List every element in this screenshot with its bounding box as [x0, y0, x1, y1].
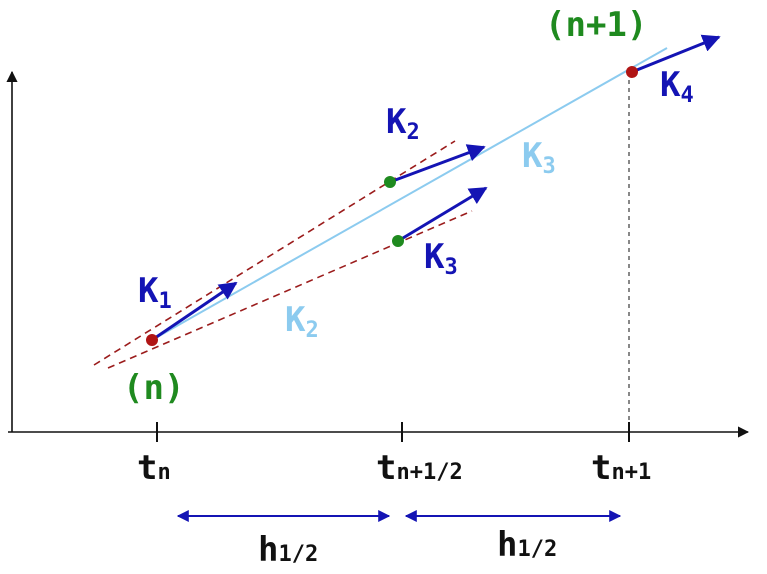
- label-point-n1: (n+1): [545, 5, 647, 45]
- tangent-dashed-upper: [93, 140, 456, 366]
- tick-label-t-n1: tn+1: [591, 448, 651, 488]
- label-point-n: (n): [123, 368, 184, 408]
- interval-label-right: h1/2: [497, 525, 557, 565]
- k4-arrow: [631, 34, 721, 74]
- k2-arrow: [389, 144, 486, 184]
- point-n: [146, 334, 158, 346]
- k1-arrow: [151, 281, 238, 342]
- point-n1: [626, 66, 638, 78]
- label-k2-light: K2: [285, 300, 319, 343]
- tangent-dashed-lower: [107, 210, 473, 369]
- secant-line: [151, 47, 668, 341]
- point-half-lower: [392, 235, 404, 247]
- tick-label-t-n: tn: [137, 448, 171, 488]
- interval-label-left: h1/2: [258, 530, 318, 570]
- label-k3-light: K3: [522, 136, 556, 179]
- tick-label-t-half: tn+1/2: [376, 448, 463, 488]
- label-k3-right: K3: [424, 237, 458, 280]
- label-k2-upper: K2: [386, 102, 420, 145]
- point-half-upper: [384, 176, 396, 188]
- label-k4: K4: [660, 65, 694, 108]
- k3-arrow: [397, 186, 488, 243]
- label-k1: K1: [138, 271, 172, 314]
